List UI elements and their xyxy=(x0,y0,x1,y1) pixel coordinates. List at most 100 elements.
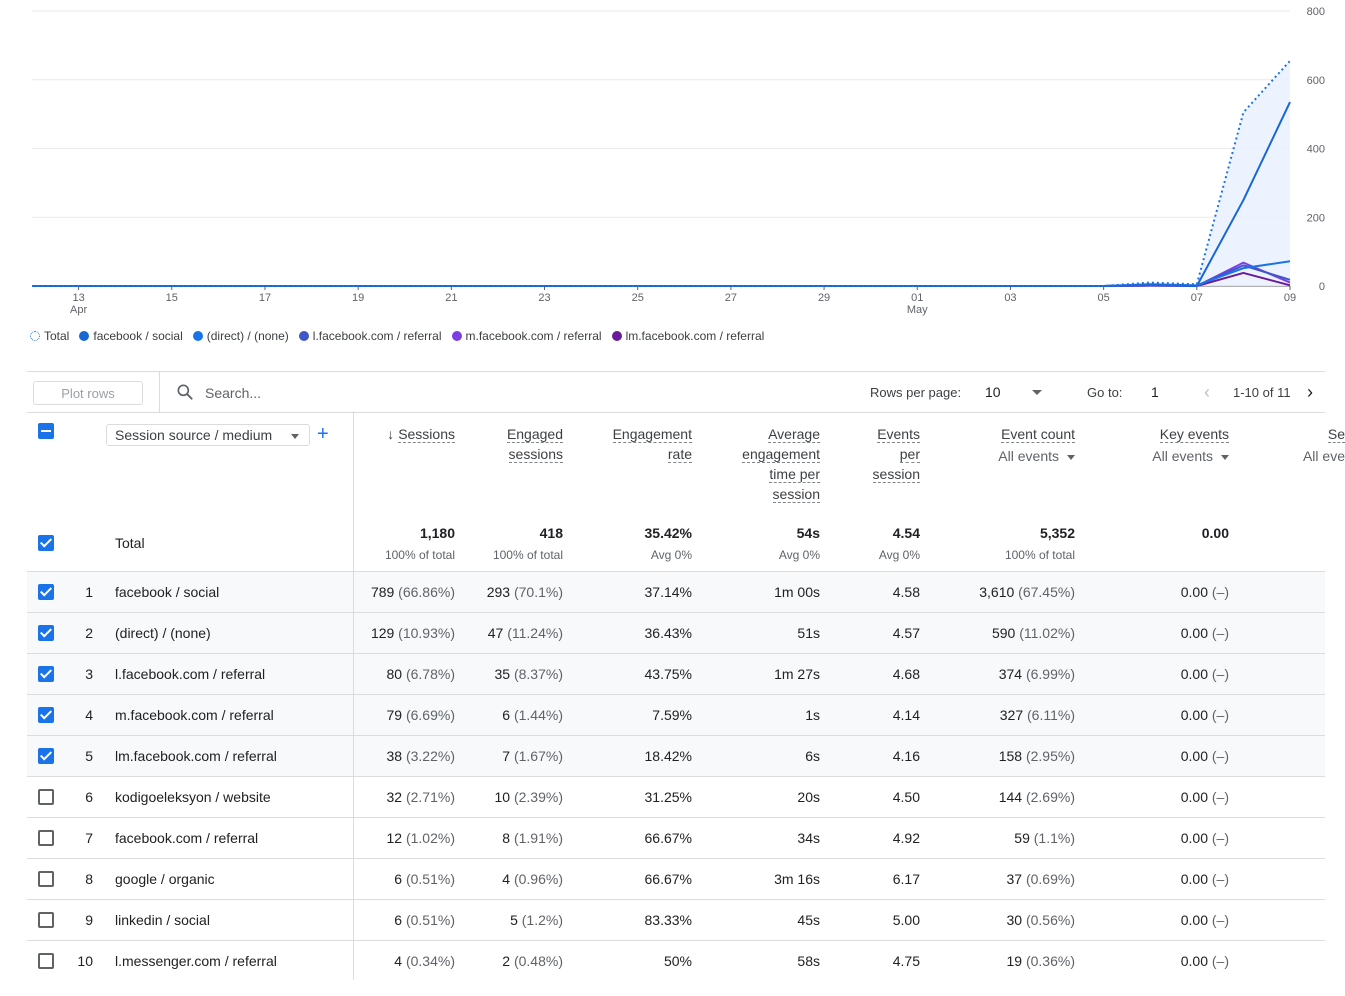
cell-value: 1s xyxy=(805,707,820,723)
row-dimension-value: kodigoeleksyon / website xyxy=(115,789,271,805)
series-line-lm-facebook-com-referral[interactable] xyxy=(32,271,1291,287)
event-filter-label: All events xyxy=(998,448,1059,464)
chevron-left-icon[interactable]: ‹ xyxy=(1204,382,1210,402)
cell-engrate: 43.75% xyxy=(645,666,692,682)
cell-percent: (2.71%) xyxy=(402,789,455,805)
event-filter-select[interactable]: All eve xyxy=(1303,446,1345,466)
column-header-evcount[interactable]: Event count All events xyxy=(998,424,1075,466)
add-dimension-button[interactable]: + xyxy=(317,423,329,445)
column-header-avgtime[interactable]: Average engagement time per session xyxy=(742,424,820,504)
table-row[interactable]: 1 facebook / social 789 (66.86%) 293 (70.1%… xyxy=(27,571,1325,613)
rows-per-page-select[interactable]: 10 xyxy=(985,384,1001,400)
cell-keyev: 0.00 (–) xyxy=(1181,748,1229,764)
total-engaged-value: 418 xyxy=(539,525,563,541)
chart-legend: Total facebook / social (direct) / (none) l… xyxy=(30,329,764,343)
row-checkbox[interactable] xyxy=(38,584,54,600)
cell-value: 590 xyxy=(991,625,1016,641)
cell-evcount: 37 (0.69%) xyxy=(1007,871,1076,887)
cell-value: 4.14 xyxy=(892,707,920,723)
cell-value: 6.17 xyxy=(892,871,920,887)
column-header-engaged[interactable]: Engaged sessions xyxy=(506,424,563,464)
table-row[interactable]: 9 linkedin / social 6 (0.51%) 5 (1.2%) 83.33… xyxy=(27,899,1325,941)
legend-label: lm.facebook.com / referral xyxy=(625,329,765,343)
row-checkbox[interactable] xyxy=(38,666,54,682)
total-checkbox[interactable] xyxy=(38,535,54,551)
dotted-circle-icon xyxy=(30,331,40,341)
column-header-label: sessions xyxy=(508,446,563,463)
row-checkbox[interactable] xyxy=(38,707,54,723)
column-header-sessions[interactable]: ↓ Sessions xyxy=(387,424,455,444)
cell-value: 20s xyxy=(797,789,820,805)
cell-evcount: 59 (1.1%) xyxy=(1014,830,1075,846)
cell-evcount: 374 (6.99%) xyxy=(999,666,1075,682)
cell-keyev: 0.00 (–) xyxy=(1181,789,1229,805)
legend-item[interactable]: (direct) / (none) xyxy=(192,329,289,343)
row-checkbox[interactable] xyxy=(38,871,54,887)
goto-page-input[interactable]: 1 xyxy=(1151,384,1159,400)
event-filter-select[interactable]: All events xyxy=(1152,446,1229,466)
cell-keyev: 0.00 (–) xyxy=(1181,830,1229,846)
dot-icon xyxy=(611,331,622,341)
chevron-down-icon[interactable] xyxy=(1032,390,1042,395)
row-checkbox[interactable] xyxy=(38,912,54,928)
legend-item[interactable]: m.facebook.com / referral xyxy=(451,329,602,343)
row-checkbox[interactable] xyxy=(38,789,54,805)
row-checkbox[interactable] xyxy=(38,830,54,846)
x-tick-sublabel: Apr xyxy=(70,304,87,316)
total-label: Total xyxy=(115,535,145,551)
column-header-engrate[interactable]: Engagement rate xyxy=(612,424,692,464)
cell-value: 0.00 xyxy=(1180,953,1208,969)
series-line-l-facebook-com-referral[interactable] xyxy=(32,264,1291,287)
total-eps-value: 4.54 xyxy=(892,525,920,541)
cell-eps: 4.57 xyxy=(893,625,920,641)
cell-avgtime: 51s xyxy=(797,625,820,641)
table-row[interactable]: 6 kodigoeleksyon / website 32 (2.71%) 10 (2… xyxy=(27,776,1325,818)
cell-value: 2 xyxy=(502,953,511,969)
series-line-m-facebook-com-referral[interactable] xyxy=(32,261,1291,287)
cell-value: 4.75 xyxy=(892,953,920,969)
plot-rows-button[interactable]: Plot rows xyxy=(33,381,143,405)
cell-evcount: 590 (11.02%) xyxy=(992,625,1075,641)
table-row[interactable]: 2 (direct) / (none) 129 (10.93%) 47 (11.24%… xyxy=(27,612,1325,654)
table-row[interactable]: 5 lm.facebook.com / referral 38 (3.22%) 7 (… xyxy=(27,735,1325,777)
x-tick-label: 09 xyxy=(1284,292,1296,304)
search-input[interactable]: Search... xyxy=(205,385,262,401)
column-header-keyev[interactable]: Key events All events xyxy=(1152,424,1229,466)
table-row[interactable]: 10 l.messenger.com / referral 4 (0.34%) 2 (… xyxy=(27,940,1325,982)
column-header-eps[interactable]: Events per session xyxy=(872,424,920,484)
x-tick-label: 19 xyxy=(352,292,364,304)
cell-value: 4.58 xyxy=(892,584,920,600)
series-line--direct-none-[interactable] xyxy=(32,260,1291,287)
row-checkbox[interactable] xyxy=(38,953,54,969)
table-row[interactable]: 7 facebook.com / referral 12 (1.02%) 8 (1.9… xyxy=(27,817,1325,859)
total-engrate-value: 35.42% xyxy=(644,525,692,541)
select-all-checkbox[interactable] xyxy=(38,423,54,439)
dimension-select[interactable]: Session source / medium xyxy=(106,424,310,446)
legend-item[interactable]: facebook / social xyxy=(79,329,183,343)
total-area xyxy=(32,60,1290,286)
event-filter-select[interactable]: All events xyxy=(998,446,1075,466)
table-row[interactable]: 4 m.facebook.com / referral 79 (6.69%) 6 (1… xyxy=(27,694,1325,736)
total-engrate-subtext: Avg 0% xyxy=(650,548,692,562)
legend-item[interactable]: Total xyxy=(30,329,69,343)
row-checkbox[interactable] xyxy=(38,625,54,641)
legend-item[interactable]: l.facebook.com / referral xyxy=(298,329,442,343)
total-evcount-subtext: 100% of total xyxy=(1004,548,1075,562)
event-filter-label: All eve xyxy=(1302,448,1345,464)
cell-percent: (–) xyxy=(1208,830,1229,846)
column-header-extra[interactable]: Se All eve xyxy=(1303,424,1345,466)
table-row[interactable]: 8 google / organic 6 (0.51%) 4 (0.96%) 66.67… xyxy=(27,858,1325,900)
table-row[interactable]: 3 l.facebook.com / referral 80 (6.78%) 35 (… xyxy=(27,653,1325,695)
y-tick-label: 200 xyxy=(1307,212,1325,224)
cell-sessions: 32 (2.71%) xyxy=(387,789,456,805)
cell-engaged: 5 (1.2%) xyxy=(510,912,563,928)
cell-percent: (0.48%) xyxy=(510,953,563,969)
cell-evcount: 3,610 (67.45%) xyxy=(979,584,1075,600)
series-line-facebook-social[interactable] xyxy=(32,101,1291,287)
chevron-right-icon[interactable]: › xyxy=(1307,382,1313,402)
total-engaged-subtext: 100% of total xyxy=(492,548,563,562)
series-line-total[interactable] xyxy=(32,60,1291,287)
legend-item[interactable]: lm.facebook.com / referral xyxy=(611,329,765,343)
cell-percent: (0.51%) xyxy=(402,912,455,928)
row-checkbox[interactable] xyxy=(38,748,54,764)
